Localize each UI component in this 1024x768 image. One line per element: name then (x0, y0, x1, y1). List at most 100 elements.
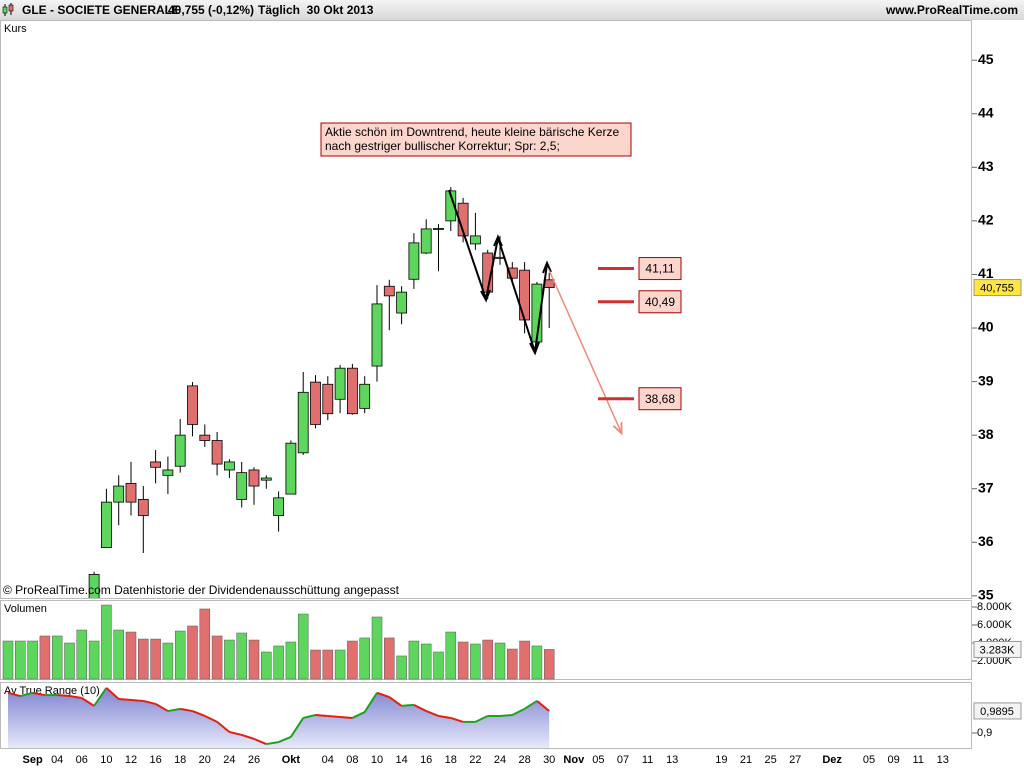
volume-bar (519, 640, 530, 680)
volume-bar (445, 631, 457, 680)
candle-body (285, 442, 297, 495)
level-box (638, 257, 682, 281)
x-tick-label: 30 (543, 754, 555, 766)
atr-segment (93, 687, 108, 707)
candle-body (248, 469, 260, 487)
volume-bar (507, 648, 518, 680)
volume-plot: Volumen (2, 603, 555, 680)
volume-bar (273, 645, 284, 680)
candle-body (101, 501, 112, 549)
atr-segment (253, 737, 267, 745)
candle-body (420, 228, 432, 254)
atr-segment (425, 710, 439, 717)
volume-bar (470, 643, 481, 680)
copyright: © ProRealTime.com Datenhistorie der Divi… (3, 583, 400, 597)
last-value-label: 0,9895 (980, 706, 1014, 718)
x-tick-label: 16 (149, 754, 161, 766)
volume-panel (0, 600, 972, 680)
symbol: GLE - SOCIETE GENERALE (22, 3, 180, 17)
volume-bar (39, 635, 51, 680)
volume-bar (88, 640, 100, 680)
atr-segment (315, 714, 328, 717)
drawings (448, 189, 621, 432)
y-tick-label: 42 (978, 212, 994, 228)
volume-bar (248, 639, 260, 680)
x-tick-label: 27 (789, 754, 801, 766)
last-value-marker (973, 279, 1022, 297)
atr-segment (413, 704, 427, 712)
x-tick-label: 04 (51, 754, 63, 766)
x-tick-label: 18 (445, 754, 457, 766)
x-tick-label: 14 (395, 754, 407, 766)
x-tick-label: 20 (199, 754, 211, 766)
candle-body (310, 381, 321, 425)
atr-segment (57, 694, 70, 698)
x-tick-label: Sep (23, 754, 43, 766)
volume-bar (334, 649, 346, 680)
last-value-marker (973, 702, 1022, 720)
header-bar (0, 0, 1024, 20)
x-tick-label: 08 (346, 754, 358, 766)
y-tick-label: 37 (978, 479, 994, 495)
quote: 40,755 (-0,12%) (168, 3, 254, 17)
level-box (638, 290, 682, 314)
candle-body (273, 497, 285, 516)
x-tick-label: 26 (248, 754, 260, 766)
last-value-marker (973, 640, 1022, 658)
x-tick-label: 24 (494, 754, 506, 766)
x-tick-label: Okt (282, 754, 301, 766)
volume-bar (236, 632, 247, 680)
volume-bar (224, 639, 235, 680)
y-tick-label: 40 (978, 319, 994, 335)
candle-body (371, 303, 383, 367)
volume-bar (174, 630, 186, 680)
atr-segment (167, 707, 181, 713)
x-tick-label: 24 (223, 754, 235, 766)
candle-body (88, 574, 100, 598)
atr-panel (0, 682, 972, 749)
annotation-box (320, 122, 632, 157)
level-label: 38,68 (645, 392, 675, 406)
volume-bar (150, 638, 161, 680)
x-tick-label: 11 (642, 754, 653, 766)
y-tick-label: 0,9 (977, 727, 992, 739)
candle-body (383, 285, 395, 297)
annotation-line: Aktie schön im Downtrend, heute kleine b… (325, 125, 619, 139)
level-box (638, 387, 682, 411)
site[interactable]: www.ProRealTime.com (885, 3, 1018, 17)
candle-body (506, 267, 518, 279)
atr-segment (155, 703, 169, 712)
candle-body (137, 499, 149, 516)
atr-segment (511, 707, 526, 716)
atr-segment (302, 714, 316, 719)
level-label: 41,11 (645, 262, 674, 276)
x-tick-label: 05 (592, 754, 604, 766)
x-tick-label: 10 (371, 754, 383, 766)
atr-segment (499, 714, 513, 717)
candle-body (433, 227, 444, 230)
atr-area (8, 687, 550, 748)
x-tick-label: 25 (764, 754, 776, 766)
x-tick-label: 28 (518, 754, 530, 766)
x-tick-label: Nov (563, 754, 585, 766)
y-tick-label: 39 (978, 372, 994, 388)
candle-body (334, 367, 346, 400)
volume-bar (359, 637, 370, 680)
y-tick-label: 36 (978, 533, 994, 549)
volume-bar (113, 629, 124, 680)
panel-title: Kurs (4, 23, 27, 35)
atr-segment (204, 715, 218, 723)
atr-segment (290, 717, 305, 738)
atr-segment (474, 715, 489, 723)
atr-segment (340, 715, 353, 719)
volume-bar (101, 604, 112, 680)
volume-bar (433, 651, 444, 680)
candle-body (187, 385, 198, 425)
candle-body (396, 291, 408, 314)
volume-bar (457, 641, 469, 680)
atr-segment (278, 735, 292, 744)
x-tick-label: 07 (617, 754, 629, 766)
volume-bar (371, 616, 383, 680)
